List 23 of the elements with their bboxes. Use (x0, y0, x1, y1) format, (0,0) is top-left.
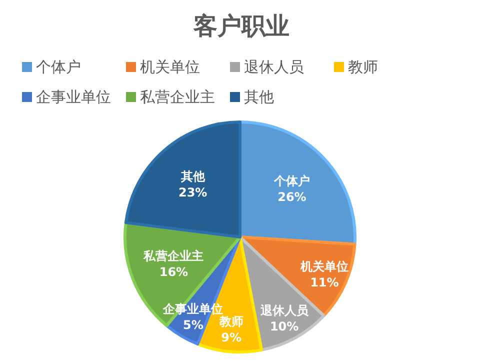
data-label: 11% (310, 276, 339, 290)
slice-label: 个体户 (272, 174, 310, 188)
legend-label: 机关单位 (140, 58, 200, 76)
slice-label: 退休人员 (259, 304, 310, 318)
legend-label: 教师 (348, 58, 378, 76)
data-label: 5% (182, 318, 204, 332)
legend-label: 企事业单位 (36, 88, 111, 106)
data-label: 10% (270, 320, 299, 334)
data-label: 9% (221, 330, 242, 345)
chart-title: 客户职业 (192, 12, 290, 40)
legend-label: 退休人员 (244, 58, 304, 76)
legend-label: 其他 (244, 88, 274, 106)
data-label: 26% (278, 190, 306, 204)
slice-label: 私营企业主 (142, 249, 204, 264)
legend-label: 个体户 (36, 58, 81, 76)
slice-label: 其他 (180, 170, 206, 184)
slice-label: 机关单位 (299, 260, 348, 274)
data-label: 16% (159, 265, 188, 280)
pie-slice (238, 120, 356, 246)
legend-label: 私营企业主 (140, 88, 215, 106)
slice-label: 教师 (218, 314, 244, 329)
data-label: 23% (178, 186, 208, 200)
pie-slice (124, 120, 242, 238)
